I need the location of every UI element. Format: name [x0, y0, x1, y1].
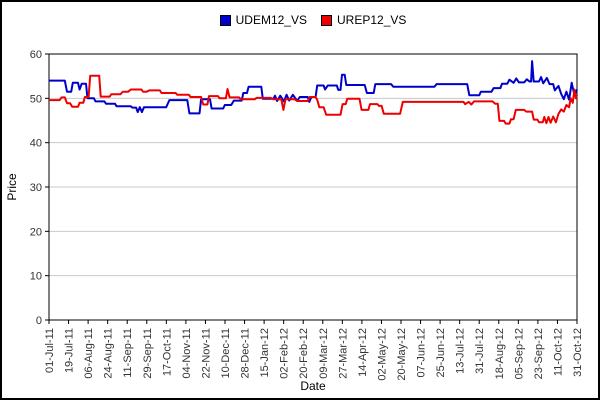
- x-tick-label: 10-Dec-11: [220, 328, 232, 379]
- y-tick-label-50: 50: [30, 93, 42, 105]
- x-tick-label: 31-Oct-12: [572, 328, 584, 377]
- x-axis-title: Date: [300, 379, 326, 393]
- legend-swatch-blue-icon: [219, 14, 231, 26]
- legend-swatch-red-icon: [321, 14, 332, 26]
- y-tick-label-20: 20: [30, 226, 42, 238]
- x-tick-label: 23-Sep-12: [533, 328, 545, 379]
- y-tick-label-60: 60: [30, 49, 42, 61]
- legend-label-urep12: UREP12_VS: [337, 13, 407, 27]
- x-tick-label: 19-Jul-11: [64, 328, 76, 373]
- x-tick-label: 22-Nov-11: [200, 328, 212, 379]
- x-tick-label: 14-Apr-12: [357, 328, 369, 377]
- y-tick-label-0: 0: [36, 315, 42, 327]
- legend-item-urep12: UREP12_VS: [321, 13, 406, 27]
- plot-border: [48, 53, 578, 321]
- y-tick-label-10: 10: [30, 271, 42, 283]
- x-tick-label: 31-Jul-12: [474, 328, 486, 374]
- x-tick-label: 09-Mar-12: [318, 328, 330, 379]
- legend: UDEM12_VS UREP12_VS: [49, 13, 577, 27]
- x-tick-label: 28-Dec-11: [240, 328, 252, 379]
- x-tick-label: 27-Mar-12: [337, 328, 349, 379]
- x-tick-label: 04-Nov-11: [181, 328, 193, 379]
- y-tick-label-40: 40: [30, 138, 42, 150]
- legend-label-udem12: UDEM12_VS: [235, 13, 307, 27]
- y-tick-label-30: 30: [30, 182, 42, 194]
- x-tick-label: 01-Jul-11: [44, 328, 56, 373]
- x-tick-label: 18-Aug-12: [494, 328, 506, 379]
- x-tick-label: 13-Jul-12: [455, 328, 467, 374]
- x-tick-label: 25-Jun-12: [435, 328, 447, 378]
- x-tick-label: 17-Oct-11: [161, 328, 173, 376]
- x-tick-label: 24-Aug-11: [103, 328, 115, 379]
- series-line-UREP12_VS: [49, 74, 578, 125]
- legend-item-udem12: UDEM12_VS: [219, 13, 307, 27]
- x-tick-label: 02-May-12: [376, 328, 388, 381]
- x-tick-label: 15-Jan-12: [259, 328, 271, 378]
- x-tick-label: 11-Sep-11: [122, 328, 134, 378]
- y-axis-title: Price: [5, 173, 19, 201]
- x-tick-label: 20-Feb-12: [298, 328, 310, 379]
- x-tick-label: 07-Jun-12: [416, 328, 428, 378]
- x-tick-label: 06-Aug-11: [83, 328, 95, 379]
- x-tick-label: 20-May-12: [396, 328, 408, 381]
- x-tick-label: 05-Sep-12: [513, 328, 525, 379]
- x-tick-label: 29-Sep-11: [142, 328, 154, 379]
- x-tick-label: 11-Oct-12: [552, 328, 564, 376]
- x-tick-label: 02-Feb-12: [279, 328, 291, 379]
